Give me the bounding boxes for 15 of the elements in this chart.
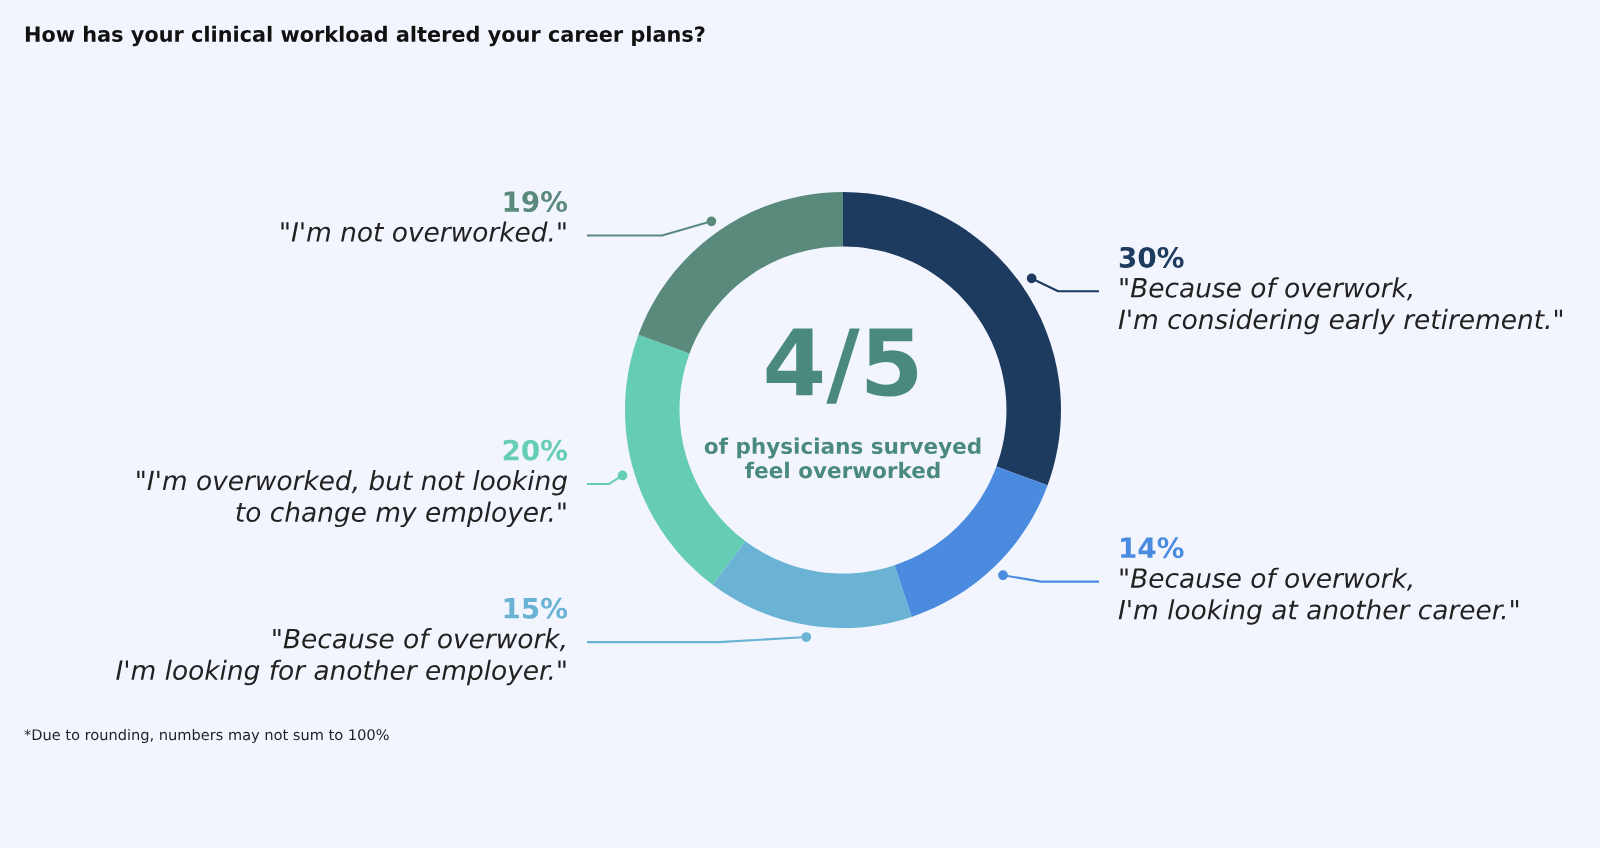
legend-label: "I'm overworked, but not looking to change my employer."	[137, 470, 567, 528]
text: of physicians surveyed feel overworked	[704, 437, 981, 479]
slice-label: "I'm not overworked."	[281, 221, 566, 242]
data-label: 15%	[504, 597, 568, 619]
data-label: 30%	[1119, 246, 1184, 268]
slice-label: "Because of overwork, I'm looking for another employer."	[116, 628, 566, 686]
slice-label: "Because of overwork, I'm looking at another career."	[1118, 567, 1519, 625]
donut-slice	[712, 541, 912, 628]
data-label: 19%	[504, 191, 568, 213]
data-label: 14%	[1121, 537, 1184, 559]
chart-title: How has your clinical workload altered your career plans?	[25, 25, 705, 47]
slice-label: "Because of overwork, I'm considering early retirement."	[1118, 277, 1563, 335]
text: *Due to rounding, numbers may not sum to 100%	[24, 728, 389, 744]
data-label: 20%	[503, 439, 568, 461]
text: 4/5	[766, 328, 918, 404]
